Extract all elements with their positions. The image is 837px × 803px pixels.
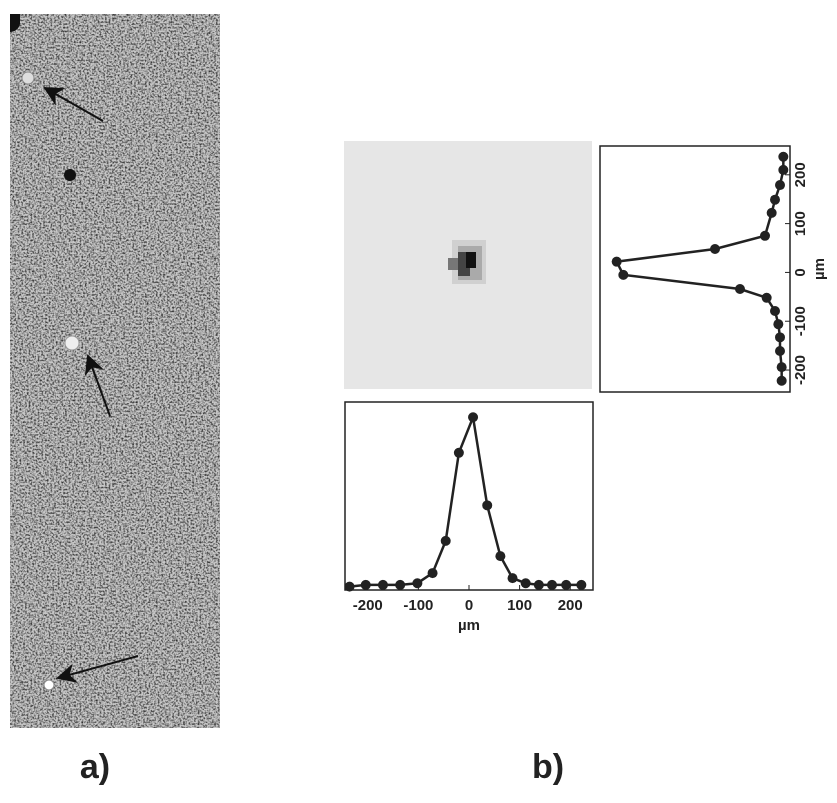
data-point bbox=[412, 578, 423, 589]
axis-label: µm bbox=[458, 617, 480, 634]
data-point bbox=[427, 568, 438, 579]
data-point bbox=[773, 319, 784, 330]
data-point bbox=[468, 412, 479, 423]
data-point bbox=[775, 332, 785, 343]
data-point bbox=[776, 362, 787, 373]
data-point bbox=[395, 579, 406, 590]
data-point bbox=[766, 207, 777, 218]
x-tick-label: 100 bbox=[507, 597, 532, 614]
x-tick-label: 200 bbox=[558, 597, 583, 614]
data-point bbox=[440, 535, 451, 546]
y-tick-label: -100 bbox=[792, 306, 809, 336]
data-point bbox=[618, 269, 629, 280]
data-point bbox=[495, 551, 506, 562]
data-point bbox=[735, 284, 745, 295]
data-point bbox=[561, 579, 572, 590]
data-point bbox=[761, 292, 772, 303]
x-tick-label: -100 bbox=[403, 597, 433, 614]
data-point bbox=[770, 194, 780, 205]
data-point bbox=[760, 230, 770, 241]
plot-frame bbox=[599, 145, 791, 393]
data-point bbox=[377, 579, 388, 590]
axis-label: µm bbox=[811, 258, 828, 280]
x-tick-label: -200 bbox=[353, 597, 383, 614]
data-point bbox=[576, 579, 587, 590]
profile-line bbox=[614, 156, 785, 381]
data-point bbox=[775, 180, 785, 191]
data-point bbox=[710, 243, 720, 254]
y-tick-label: 100 bbox=[792, 211, 809, 236]
spot-image bbox=[344, 141, 592, 389]
data-point bbox=[533, 579, 544, 590]
data-point bbox=[778, 164, 789, 175]
x-tick-label: 0 bbox=[465, 597, 473, 614]
data-point bbox=[775, 346, 785, 356]
data-point bbox=[778, 151, 789, 162]
data-point bbox=[770, 305, 780, 316]
data-point bbox=[520, 578, 531, 589]
panel-label: b) bbox=[532, 748, 564, 786]
data-point bbox=[453, 447, 464, 458]
y-tick-label: -200 bbox=[792, 355, 809, 385]
data-point bbox=[611, 256, 622, 267]
panel-label: a) bbox=[80, 748, 110, 786]
data-point bbox=[360, 579, 371, 590]
data-point bbox=[547, 579, 558, 590]
y-tick-label: 0 bbox=[792, 268, 809, 276]
profile-line bbox=[349, 412, 582, 588]
data-point bbox=[507, 573, 518, 584]
data-point bbox=[344, 581, 355, 592]
y-tick-label: 200 bbox=[792, 162, 809, 187]
micrograph bbox=[10, 14, 220, 728]
data-point bbox=[776, 375, 787, 386]
data-point bbox=[482, 500, 493, 511]
